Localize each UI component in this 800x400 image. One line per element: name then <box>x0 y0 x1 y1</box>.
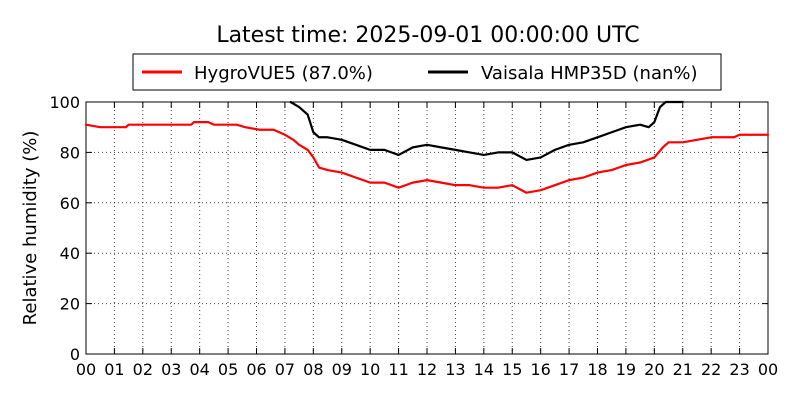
chart-title: Latest time: 2025-09-01 00:00:00 UTC <box>216 23 639 48</box>
y-tick-label: 100 <box>49 93 80 112</box>
grid-layer <box>86 102 768 354</box>
x-tick-label: 19 <box>616 360 636 379</box>
x-tick-label: 00 <box>758 360 778 379</box>
legend-label-vaisala: Vaisala HMP35D (nan%) <box>481 63 698 84</box>
x-tick-label: 09 <box>332 360 352 379</box>
x-tick-label: 05 <box>218 360 238 379</box>
x-tick-label: 15 <box>502 360 522 379</box>
axis-layer: 00 01 02 03 04 05 06 07 08 09 10 11 12 13 14 15 16 17 18 19… <box>49 93 778 379</box>
x-tick-label: 10 <box>360 360 380 379</box>
x-tick-label: 04 <box>189 360 209 379</box>
x-tick-label: 02 <box>133 360 153 379</box>
series-layer <box>84 100 770 194</box>
legend-label-hygrovue5: HygroVUE5 (87.0%) <box>194 63 373 84</box>
y-axis-label: Relative humidity (%) <box>20 131 41 326</box>
x-tick-label: 12 <box>417 360 437 379</box>
x-tick-label: 20 <box>644 360 664 379</box>
x-tick-label: 16 <box>530 360 550 379</box>
y-tick-label: 60 <box>60 194 80 213</box>
x-tick-label: 17 <box>559 360 579 379</box>
y-tick-label: 40 <box>60 244 80 263</box>
x-tick-label: 07 <box>275 360 295 379</box>
x-tick-label: 23 <box>729 360 749 379</box>
x-tick-label: 06 <box>246 360 266 379</box>
series-line-hygrovue5 <box>84 121 770 194</box>
x-tick-label: 08 <box>303 360 323 379</box>
x-tick-label: 03 <box>161 360 181 379</box>
x-tick-label: 00 <box>76 360 96 379</box>
x-tick-label: 13 <box>445 360 465 379</box>
x-tick-label: 11 <box>388 360 408 379</box>
plot-area <box>85 101 769 355</box>
y-tick-label: 0 <box>70 345 80 364</box>
legend-box <box>132 53 722 91</box>
x-tick-label: 18 <box>587 360 607 379</box>
x-tick-label: 01 <box>104 360 124 379</box>
x-tick-label: 21 <box>673 360 693 379</box>
series-line-vaisala <box>289 100 684 162</box>
y-tick-label: 80 <box>60 143 80 162</box>
x-tick-label: 14 <box>474 360 494 379</box>
x-tick-label: 22 <box>701 360 721 379</box>
y-tick-label: 20 <box>60 295 80 314</box>
